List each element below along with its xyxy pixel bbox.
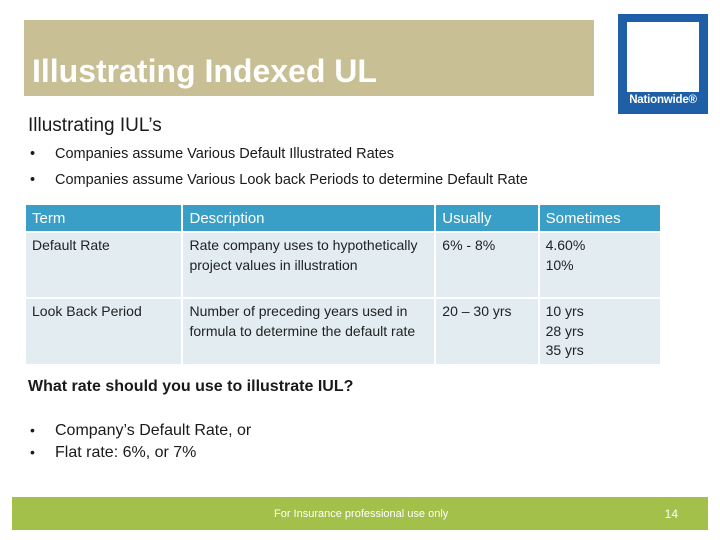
bullet-text: Companies assume Various Look back Perio…: [55, 172, 528, 188]
answer-text: Company’s Default Rate, or: [55, 422, 252, 439]
bullet-icon: •: [30, 444, 35, 460]
answer-item: • Flat rate: 6%, or 7%: [30, 444, 196, 462]
header-usually: Usually: [436, 205, 538, 231]
bullet-text: Companies assume Various Default Illustr…: [55, 146, 395, 162]
cell-usually: 20 – 30 yrs: [436, 299, 538, 364]
bullet-item: • Companies assume Various Default Illust…: [30, 146, 394, 162]
nationwide-logo: Nationwide®: [618, 14, 708, 114]
question-heading: What rate should you use to illustrate I…: [28, 378, 354, 395]
header-term: Term: [26, 205, 182, 231]
header-sometimes: Sometimes: [539, 205, 660, 231]
table-row: Look Back Period Number of preceding yea…: [26, 299, 660, 364]
footer-disclaimer: For Insurance professional use only: [274, 508, 449, 520]
rates-table: Term Description Usually Sometimes Defau…: [24, 203, 662, 366]
logo-wordmark: Nationwide®: [629, 94, 697, 106]
page-number: 14: [664, 507, 678, 521]
cell-sometimes: 10 yrs 28 yrs 35 yrs: [539, 299, 660, 364]
cell-description: Rate company uses to hypothetically proj…: [183, 233, 435, 297]
cell-sometimes-value: 4.60%: [545, 237, 586, 253]
cell-sometimes-value: 10%: [545, 256, 574, 273]
cell-term: Default Rate: [26, 233, 182, 297]
bullet-item: • Companies assume Various Look back Peri…: [30, 172, 528, 188]
table-header-row: Term Description Usually Sometimes: [26, 205, 660, 231]
table-row: Default Rate Rate company uses to hypoth…: [26, 233, 660, 297]
slide-title: Illustrating Indexed UL: [32, 53, 377, 89]
cell-usually: 6% - 8%: [436, 233, 538, 297]
cell-sometimes-value: 35 yrs: [545, 342, 584, 358]
cell-sometimes: 4.60% 10%: [539, 233, 660, 297]
bullet-icon: •: [30, 172, 36, 188]
cell-sometimes-value: 28 yrs: [545, 322, 584, 339]
header-description: Description: [183, 205, 435, 231]
answer-text: Flat rate: 6%, or 7%: [55, 444, 197, 461]
bullet-icon: •: [30, 422, 35, 438]
slide-subtitle: Illustrating IUL’s: [28, 115, 162, 136]
cell-description: Number of preceding years used in formul…: [183, 299, 435, 364]
logo-mark: [627, 22, 699, 92]
cell-term: Look Back Period: [26, 299, 182, 364]
title-bar: Illustrating Indexed UL: [24, 20, 594, 96]
cell-sometimes-value: 10 yrs: [545, 303, 584, 319]
answer-item: • Company’s Default Rate, or: [30, 422, 251, 440]
bullet-icon: •: [30, 146, 36, 162]
footer-bar: For Insurance professional use only 14: [12, 497, 708, 530]
